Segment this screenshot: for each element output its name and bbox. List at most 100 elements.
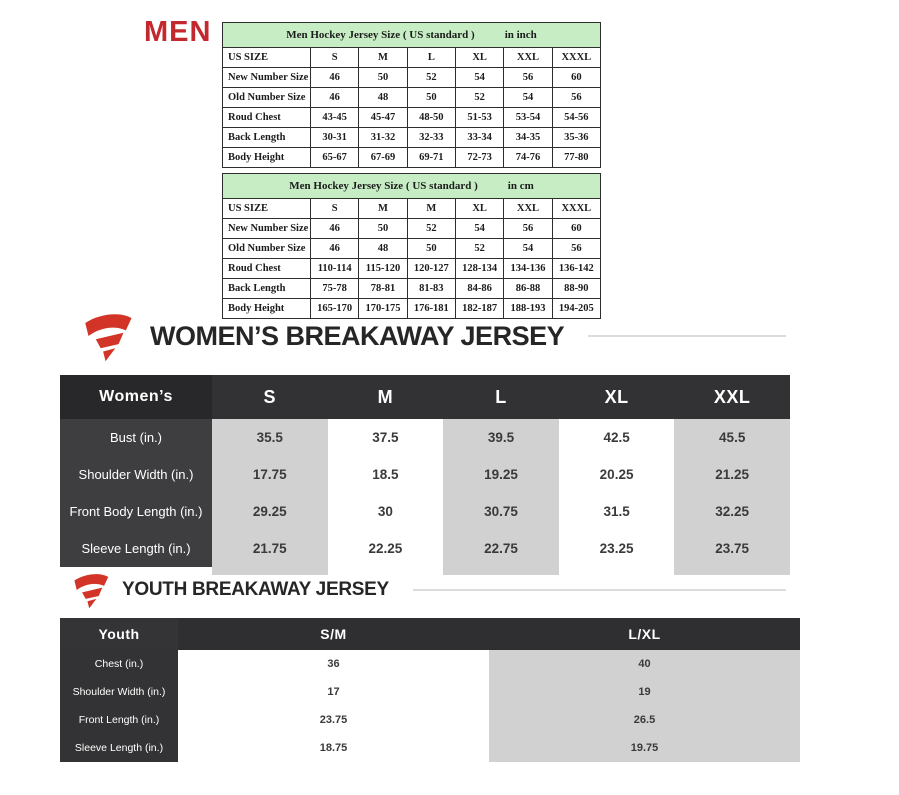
value-cell: 165-170	[309, 298, 360, 319]
value-cell: 36	[327, 658, 340, 670]
size-col-header: L	[443, 375, 559, 419]
value-cell: 19.75	[489, 734, 800, 762]
value-cell: 60	[551, 67, 602, 88]
value-cell: 30-31	[309, 127, 360, 148]
value-cell: 31-32	[358, 127, 408, 148]
corner-cell: Women’s	[60, 375, 212, 419]
row-label: Chest (in.)	[60, 650, 178, 678]
youth-size-table: Youth S/M L/XL Chest (in.) 36 40 Shoulder Widt…	[60, 618, 800, 762]
row-label: New Number Size	[222, 67, 311, 88]
row-label: Back Length	[222, 127, 311, 148]
size-col-header: S	[212, 375, 328, 419]
row-label: Bust (in.)	[60, 419, 212, 456]
value-cell: 54	[503, 238, 553, 259]
value-cell: 81-83	[406, 278, 456, 299]
value-cell: 43-45	[309, 107, 360, 128]
table-row: Roud Chest 110-114 115-120 120-127 128-134 13…	[222, 258, 602, 279]
corner-cell: Youth	[60, 618, 178, 650]
value-cell: 23.75	[674, 530, 790, 567]
brand-flag-logo-icon	[74, 574, 109, 609]
value-cell: 52	[406, 67, 456, 88]
value-cell: 20.25	[599, 467, 634, 482]
value-cell: 40	[489, 650, 800, 678]
size-col-header: S	[309, 198, 360, 219]
size-col-header: XXL	[674, 375, 790, 419]
value-cell: 72-73	[454, 147, 505, 168]
value-cell: 46	[309, 67, 360, 88]
value-cell: 50	[358, 67, 408, 88]
column-extension	[674, 567, 790, 575]
value-cell: 48	[358, 87, 408, 108]
men-size-table-cm: Men Hockey Jersey Size ( US standard ) in…	[222, 173, 602, 319]
value-cell: 32-33	[406, 127, 456, 148]
table-unit: in cm	[507, 179, 534, 192]
size-col-header: XXXL	[551, 198, 602, 219]
value-cell: 50	[358, 218, 408, 239]
value-cell: 136-142	[551, 258, 602, 279]
value-cell: 69-71	[406, 147, 456, 168]
value-cell: 53-54	[503, 107, 553, 128]
value-cell: 30.75	[443, 493, 559, 530]
value-cell: 21.75	[212, 530, 328, 567]
heading-divider-line	[412, 589, 786, 591]
table-row: Chest (in.) 36 40	[60, 650, 800, 678]
size-col-header: XL	[454, 198, 505, 219]
value-cell: 74-76	[503, 147, 553, 168]
value-cell: 50	[406, 87, 456, 108]
value-cell: 42.5	[603, 430, 630, 445]
value-cell: 48	[358, 238, 408, 259]
column-extension	[443, 567, 559, 575]
table-row: New Number Size 46 50 52 54 56 60	[222, 218, 602, 239]
table-row: Back Length 30-31 31-32 32-33 33-34 34-35 35-3…	[222, 127, 602, 148]
table-unit: in inch	[504, 28, 537, 41]
size-col-header: L/XL	[489, 618, 800, 650]
size-col-header: XXL	[503, 198, 553, 219]
value-cell: 54	[454, 218, 505, 239]
womens-section-title: WOMEN’S BREAKAWAY JERSEY	[150, 320, 565, 351]
table-title: Men Hockey Jersey Size ( US standard )	[286, 28, 475, 41]
row-label: Shoulder Width (in.)	[60, 678, 178, 706]
value-cell: 46	[309, 238, 360, 259]
size-col-header: L	[406, 47, 456, 68]
value-cell: 32.25	[674, 493, 790, 530]
value-cell: 50	[406, 238, 456, 259]
value-cell: 46	[309, 218, 360, 239]
table-row: Men Hockey Jersey Size ( US standard ) in…	[222, 173, 601, 199]
womens-size-table: Women’s S M L XL XXL Bust (in.) 35.5 37.5 39.5 42.…	[60, 375, 790, 575]
size-col-header: S	[309, 47, 360, 68]
table-row: New Number Size 46 50 52 54 56 60	[222, 67, 602, 88]
value-cell: 176-181	[406, 298, 456, 319]
value-cell: 56	[503, 67, 553, 88]
value-cell: 23.75	[319, 714, 348, 726]
row-label: Sleeve Length (in.)	[60, 734, 178, 762]
men-size-table-inch: Men Hockey Jersey Size ( US standard ) in…	[222, 22, 602, 168]
row-label: Body Height	[222, 298, 311, 319]
value-cell: 134-136	[503, 258, 553, 279]
value-cell: 54-56	[551, 107, 602, 128]
table-row: Body Height 165-170 170-175 176-181 182-187 1…	[222, 298, 602, 319]
value-cell: 45-47	[358, 107, 408, 128]
value-cell: 128-134	[454, 258, 505, 279]
brand-flag-logo-icon	[85, 314, 132, 362]
value-cell: 86-88	[503, 278, 553, 299]
value-cell: 19	[489, 678, 800, 706]
value-cell: 78-81	[358, 278, 408, 299]
size-col-header: XXL	[503, 47, 553, 68]
table-row: Sleeve Length (in.) 18.75 19.75	[60, 734, 800, 762]
table-row	[60, 567, 790, 575]
value-cell: 120-127	[406, 258, 456, 279]
value-cell: 39.5	[443, 419, 559, 456]
table-row: Old Number Size 46 48 50 52 54 56	[222, 87, 602, 108]
row-label: Roud Chest	[222, 107, 311, 128]
size-col-header: M	[358, 47, 408, 68]
table-title-cell: Men Hockey Jersey Size ( US standard ) in…	[222, 22, 601, 48]
value-cell: 115-120	[358, 258, 408, 279]
value-cell: 22.75	[443, 530, 559, 567]
table-row: Shoulder Width (in.) 17 19	[60, 678, 800, 706]
row-label: Old Number Size	[222, 238, 311, 259]
value-cell: 45.5	[674, 419, 790, 456]
size-col-header: XXXL	[551, 47, 602, 68]
value-cell: 56	[551, 87, 602, 108]
value-cell: 46	[309, 87, 360, 108]
